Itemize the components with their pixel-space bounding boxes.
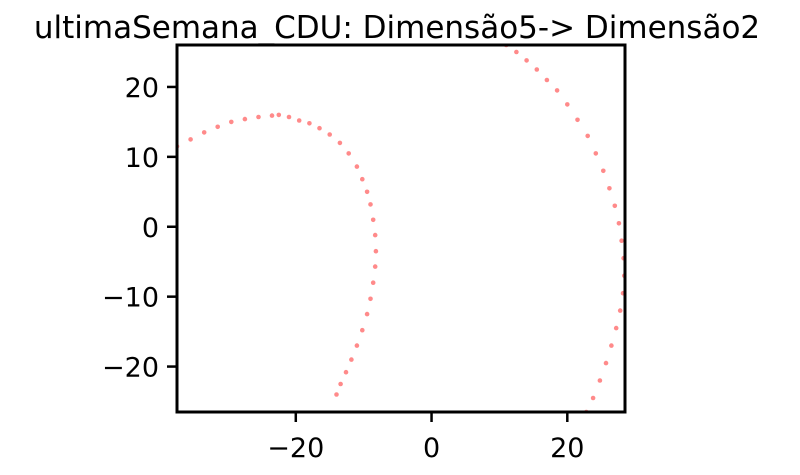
x-axis: −20 0 20 <box>267 412 584 464</box>
data-point <box>617 308 623 313</box>
chart-title: ultimaSemana_CDU: Dimensão5-> Dimensão2 <box>34 10 760 46</box>
data-point <box>590 395 596 401</box>
data-point <box>609 343 614 348</box>
data-point <box>334 392 339 397</box>
data-point <box>593 151 599 156</box>
data-point <box>612 203 618 209</box>
data-point <box>343 369 349 375</box>
data-point <box>327 132 333 137</box>
data-point <box>373 248 379 254</box>
y-tick-label: 20 <box>125 73 159 104</box>
data-point <box>296 118 302 123</box>
data-point <box>242 116 248 122</box>
data-point <box>616 221 622 226</box>
data-point <box>360 327 365 333</box>
data-point <box>524 58 529 63</box>
data-point <box>607 186 612 191</box>
data-point <box>256 114 261 120</box>
y-tick-label: 10 <box>125 143 159 174</box>
data-point <box>619 238 624 243</box>
data-point <box>364 189 370 195</box>
data-point <box>307 121 312 126</box>
x-tick-label: −20 <box>267 433 324 464</box>
y-tick-label: −20 <box>102 353 159 384</box>
data-point <box>601 168 606 174</box>
data-point <box>372 264 378 269</box>
data-point <box>354 164 360 169</box>
data-point <box>514 49 519 55</box>
scatter-points <box>177 45 625 412</box>
data-point <box>354 343 360 348</box>
data-point <box>337 140 343 146</box>
plot-frame <box>175 43 627 414</box>
data-point <box>565 102 570 107</box>
x-tick-label: 20 <box>550 433 584 464</box>
data-point <box>372 232 378 238</box>
data-point <box>349 357 354 362</box>
data-point <box>370 280 376 286</box>
data-point <box>276 112 282 118</box>
y-tick-label: 0 <box>142 213 159 244</box>
data-point <box>188 137 193 142</box>
data-point <box>269 113 275 118</box>
data-point <box>368 296 373 302</box>
data-point <box>229 119 234 125</box>
data-point <box>370 217 376 223</box>
data-point <box>215 124 220 130</box>
data-point <box>554 88 560 93</box>
data-point <box>597 378 603 383</box>
data-point <box>338 381 343 387</box>
data-point <box>534 67 540 72</box>
x-tick-label: 0 <box>423 433 440 464</box>
data-point <box>575 117 580 123</box>
data-point <box>364 311 370 317</box>
data-point <box>317 125 322 131</box>
data-point <box>286 114 292 120</box>
data-point <box>346 151 352 156</box>
data-point <box>368 202 373 207</box>
y-tick-label: −10 <box>102 283 159 314</box>
data-point <box>201 130 207 135</box>
data-point <box>544 77 550 83</box>
data-point <box>360 176 365 182</box>
data-point <box>603 360 609 366</box>
data-point <box>585 133 590 139</box>
y-axis: −20 −10 0 10 20 <box>102 73 177 384</box>
data-point <box>613 325 619 331</box>
